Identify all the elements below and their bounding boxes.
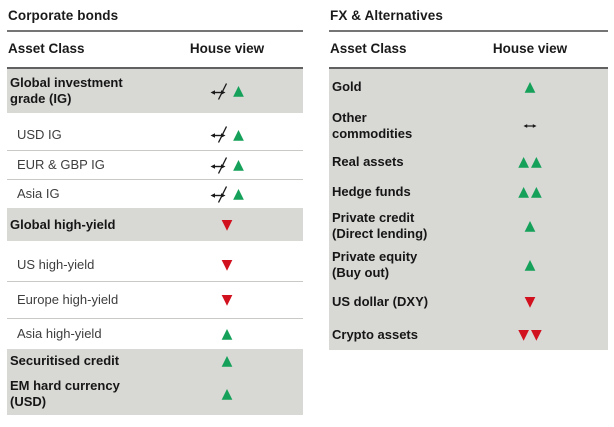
house-view-cell: ▲ <box>179 126 275 143</box>
asset-class-label: Crypto assets <box>332 327 418 342</box>
row-asia-high-yield: Asia high-yield ▲ <box>7 319 303 349</box>
neutral-arrow-crossed-icon <box>210 126 228 143</box>
house-view-cell <box>482 121 578 131</box>
house-view-cell: ▲ <box>482 258 578 272</box>
down-triangle-icon: ▼ <box>518 327 529 343</box>
house-view-cell: ▲ <box>179 327 275 341</box>
house-view-cell: ▲ <box>179 82 275 100</box>
house-view-cell: ▲ <box>179 354 275 368</box>
house-view-cell: ▲ ▲ <box>482 155 578 169</box>
asset-class-label: EUR & GBP IG <box>17 157 105 172</box>
column-header-asset-class: Asset Class <box>330 41 407 56</box>
house-view-cell: ▼ <box>482 295 578 309</box>
up-triangle-icon: ▲ <box>233 186 244 202</box>
house-view-cell: ▲ <box>179 387 275 401</box>
row-securitised-credit: Securitised credit ▲ <box>7 349 303 373</box>
house-view-cell: ▼ <box>179 258 275 272</box>
row-eur-gbp-ig: EUR & GBP IG ▲ <box>7 151 303 180</box>
up-triangle-icon: ▲ <box>524 257 536 273</box>
table-title: FX & Alternatives <box>329 5 608 32</box>
house-view-cell: ▲ <box>179 185 275 203</box>
row-global-high-yield: Global high-yield ▼ <box>7 208 303 241</box>
asset-class-label: Europe high-yield <box>17 292 119 307</box>
asset-class-label: Private equity (Buy out) <box>332 249 418 280</box>
table-header-row: Asset Class House view <box>7 32 303 69</box>
row-private-equity: Private equity (Buy out) ▲ <box>329 246 608 284</box>
up-triangle-icon: ▲ <box>524 218 536 234</box>
house-view-cell: ▼ <box>179 293 275 307</box>
house-view-cell: ▲ <box>482 80 578 94</box>
table-header-row: Asset Class House view <box>329 32 608 69</box>
house-views-panel: Corporate bonds Asset Class House view G… <box>7 5 608 415</box>
up-triangle-icon: ▲ <box>221 353 233 369</box>
down-triangle-icon: ▼ <box>531 327 542 343</box>
asset-class-label: US dollar (DXY) <box>332 294 429 309</box>
house-view-cell: ▲ ▲ <box>482 185 578 199</box>
house-view-cell: ▼ ▼ <box>482 328 578 342</box>
neutral-arrow-icon <box>523 123 537 128</box>
asset-class-label: US high-yield <box>17 256 95 272</box>
asset-class-label: Gold <box>332 78 362 94</box>
asset-class-label: Asia high-yield <box>17 326 102 341</box>
house-view-cell: ▼ <box>179 218 275 232</box>
up-triangle-icon: ▲ <box>221 386 233 402</box>
asset-class-label: Other commodities <box>332 109 413 141</box>
row-gold: Gold ▲ <box>329 69 608 104</box>
down-triangle-icon: ▼ <box>524 294 536 310</box>
table-title: Corporate bonds <box>7 5 303 32</box>
row-other-commodities: Other commodities <box>329 104 608 147</box>
house-view-cell: ▲ <box>179 156 275 174</box>
column-header-asset-class: Asset Class <box>8 41 85 56</box>
asset-class-label: Global investment grade (IG) <box>10 75 123 106</box>
up-triangle-icon: ▲ <box>233 157 244 173</box>
asset-class-label: Private credit (Direct lending) <box>332 210 428 241</box>
up-triangle-icon: ▲ <box>524 78 536 95</box>
up-triangle-icon: ▲ <box>518 183 529 200</box>
up-triangle-icon: ▲ <box>531 183 542 200</box>
house-view-cell: ▲ <box>482 219 578 233</box>
down-triangle-icon: ▼ <box>221 256 233 273</box>
neutral-arrow-crossed-icon <box>210 82 228 100</box>
up-triangle-icon: ▲ <box>221 326 233 342</box>
up-triangle-icon: ▲ <box>233 126 244 143</box>
row-crypto-assets: Crypto assets ▼ ▼ <box>329 320 608 350</box>
neutral-arrow-crossed-icon <box>210 185 228 203</box>
asset-class-label: Asia IG <box>17 186 60 201</box>
row-us-high-yield: US high-yield ▼ <box>7 248 303 282</box>
row-global-investment-grade: Global investment grade (IG) ▲ <box>7 69 303 113</box>
row-us-dollar-dxy: US dollar (DXY) ▼ <box>329 284 608 320</box>
column-header-house-view: House view <box>492 41 568 56</box>
row-hedge-funds: Hedge funds ▲ ▲ <box>329 177 608 206</box>
asset-class-label: EM hard currency (USD) <box>10 378 120 409</box>
down-triangle-icon: ▼ <box>221 216 233 233</box>
row-private-credit: Private credit (Direct lending) ▲ <box>329 206 608 246</box>
row-em-hard-currency-usd: EM hard currency (USD) ▲ <box>7 373 303 415</box>
asset-class-label: USD IG <box>17 126 62 142</box>
down-triangle-icon: ▼ <box>221 292 233 308</box>
asset-class-label: Real assets <box>332 154 404 169</box>
up-triangle-icon: ▲ <box>531 154 542 170</box>
up-triangle-icon: ▲ <box>233 83 244 99</box>
asset-class-label: Global high-yield <box>10 216 116 232</box>
row-asia-ig: Asia IG ▲ <box>7 180 303 208</box>
corporate-bonds-table: Corporate bonds Asset Class House view G… <box>7 5 303 415</box>
up-triangle-icon: ▲ <box>518 154 529 170</box>
row-real-assets: Real assets ▲ ▲ <box>329 147 608 177</box>
asset-class-label: Hedge funds <box>332 183 411 199</box>
neutral-arrow-crossed-icon <box>210 156 228 174</box>
asset-class-label: Securitised credit <box>10 353 120 368</box>
fx-alternatives-table: FX & Alternatives Asset Class House view… <box>329 5 608 415</box>
row-usd-ig: USD IG ▲ <box>7 119 303 151</box>
column-header-house-view: House view <box>189 41 265 56</box>
row-europe-high-yield: Europe high-yield ▼ <box>7 282 303 319</box>
